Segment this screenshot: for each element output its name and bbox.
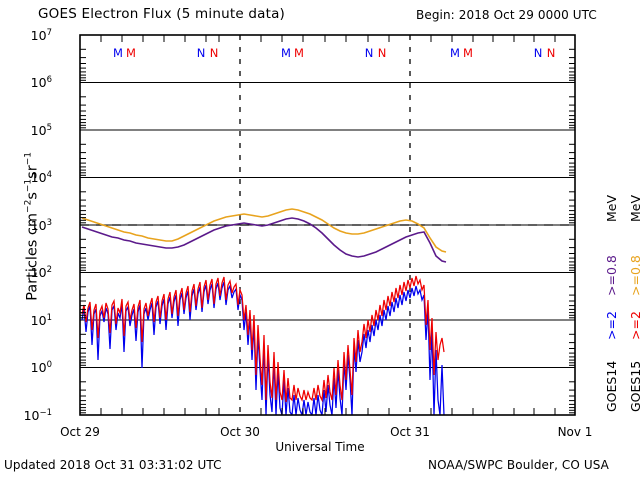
trace-goes15-e08mev: [81, 208, 447, 253]
begin-time-label: Begin: 2018 Oct 29 0000 UTC: [416, 8, 597, 22]
svg-text:106: 106: [31, 75, 52, 90]
svg-text:101: 101: [31, 313, 52, 328]
x-axis-tick-labels: Oct 29 Oct 30 Oct 31 Nov 1: [60, 425, 592, 439]
top-marker-m-5: M: [294, 46, 304, 60]
legend-goes15-e08mev: >=0.8: [628, 255, 640, 296]
top-marker-m-9: M: [463, 46, 473, 60]
svg-text:104: 104: [31, 170, 52, 185]
svg-text:105: 105: [31, 123, 52, 138]
x-tick-label-2: Oct 31: [390, 425, 430, 439]
x-axis-title: Universal Time: [275, 440, 365, 454]
top-marker-n-6: N: [365, 46, 374, 60]
x-tick-label-0: Oct 29: [60, 425, 100, 439]
svg-text:107: 107: [31, 28, 52, 43]
svg-text:100: 100: [31, 360, 52, 375]
top-marker-m-1: M: [126, 46, 136, 60]
page-title: GOES Electron Flux (5 minute data): [38, 6, 286, 22]
legend-goes14-satellite: GOES14: [604, 360, 619, 412]
top-marker-m-4: M: [281, 46, 291, 60]
top-marker-n-10: N: [534, 46, 543, 60]
legend-goes14-unit: MeV: [604, 194, 619, 222]
trace-goes15-e2mev: [81, 275, 445, 403]
data-traces: [81, 208, 447, 415]
credit-label: NOAA/SWPC Boulder, CO USA: [428, 458, 609, 472]
svg-text:102: 102: [31, 265, 52, 280]
top-marker-n-7: N: [378, 46, 387, 60]
trace-goes14-e08mev: [81, 217, 447, 263]
legend-goes14-e2mev: >=2: [604, 311, 619, 340]
top-marker-n-11: N: [547, 46, 556, 60]
svg-text:10−1: 10−1: [24, 408, 52, 423]
top-marker-m-0: M: [113, 46, 123, 60]
y-minor-ticks: [80, 48, 575, 414]
svg-text:103: 103: [31, 218, 52, 233]
top-marker-m-8: M: [450, 46, 460, 60]
legend-goes15-e2mev: >=2: [628, 311, 640, 340]
y-axis-tick-labels: 107 106 105 104 103 102 101 100 10−1: [24, 28, 52, 423]
x-tick-label-1: Oct 30: [220, 425, 260, 439]
plot-border: [79, 34, 576, 416]
legend-goes14-e08mev: >=0.8: [604, 255, 619, 296]
legend-goes15-satellite: GOES15: [628, 360, 640, 412]
top-marker-n-3: N: [210, 46, 219, 60]
x-tick-label-3: Nov 1: [558, 425, 593, 439]
updated-timestamp: Updated 2018 Oct 31 03:31:02 UTC: [4, 458, 222, 472]
top-marker-n-2: N: [197, 46, 206, 60]
x-axis-ticks: [100, 35, 556, 415]
legend-goes15-unit: MeV: [628, 194, 640, 222]
